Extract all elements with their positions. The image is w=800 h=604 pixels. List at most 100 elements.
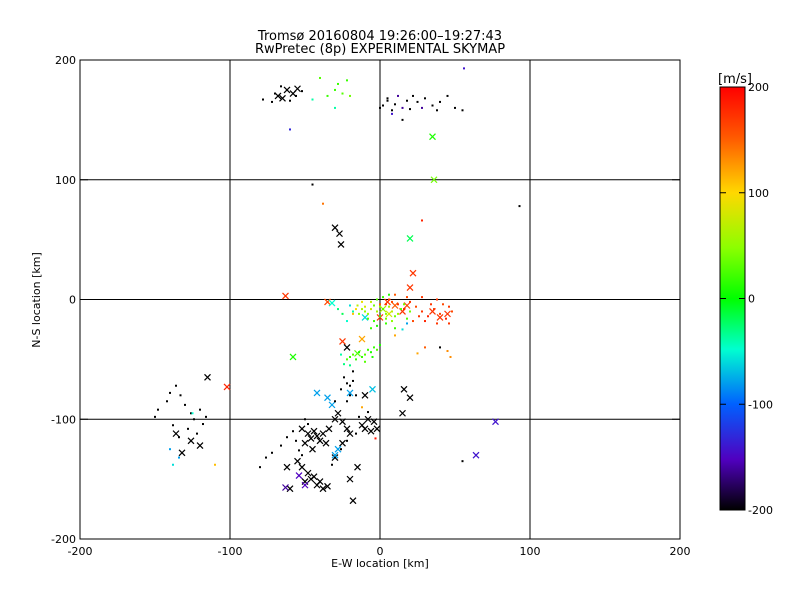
data-point-x	[328, 401, 336, 409]
data-point-dot	[274, 92, 276, 95]
data-point-dot	[349, 384, 351, 387]
data-point-dot	[349, 304, 351, 307]
data-point-x	[328, 299, 336, 307]
data-point-x	[399, 409, 406, 417]
data-point-dot	[518, 205, 521, 208]
data-point-x	[339, 418, 346, 426]
data-point-dot	[352, 370, 354, 373]
data-point-dot	[301, 454, 303, 457]
data-point-x	[298, 463, 306, 471]
data-point-x	[309, 445, 316, 453]
colorbar-tick-label: 200	[748, 81, 769, 94]
data-point-dot	[416, 352, 419, 355]
chart-subtitle: RwPretec (8p) EXPERIMENTAL SKYMAP	[255, 42, 505, 57]
data-point-dot	[271, 451, 273, 454]
data-point-dot	[421, 296, 423, 299]
data-point-dot	[394, 334, 396, 337]
colorbar-tick-label: -200	[748, 504, 773, 517]
data-point-dot	[355, 432, 357, 435]
colorbar-tick-label: 0	[748, 293, 755, 306]
data-point-x	[331, 451, 339, 459]
data-point-x	[331, 454, 339, 461]
data-point-dot	[385, 317, 387, 320]
x-axis-label: E-W location [km]	[331, 557, 429, 570]
data-point-x	[196, 442, 204, 450]
data-point-dot	[424, 97, 426, 100]
x-tick-label: 100	[520, 545, 541, 558]
data-point-dot	[370, 327, 372, 330]
data-point-dot	[385, 312, 387, 315]
data-point-dot	[352, 379, 354, 382]
data-point-x	[361, 391, 369, 399]
data-point-dot	[196, 432, 198, 435]
data-point-dot	[262, 98, 264, 101]
data-point-dot	[424, 320, 426, 323]
data-point-x	[316, 478, 324, 485]
data-point-dot	[343, 376, 345, 379]
data-point-x	[282, 484, 289, 491]
data-point-dot	[340, 448, 342, 451]
data-point-x	[331, 224, 339, 232]
data-point-dot	[295, 439, 297, 442]
data-point-dot	[265, 456, 267, 459]
data-point-dot	[412, 94, 414, 97]
data-point-dot	[415, 305, 417, 308]
data-point-x	[364, 415, 372, 423]
data-point-dot	[190, 412, 192, 415]
data-point-dot	[373, 304, 375, 307]
data-point-x	[430, 176, 438, 184]
y-tick-label: -100	[51, 413, 76, 426]
data-point-dot	[346, 320, 348, 323]
data-point-x	[406, 394, 414, 402]
data-point-dot	[349, 94, 351, 97]
data-point-dot	[401, 118, 404, 121]
data-point-dot	[334, 88, 336, 91]
colorbar-ticks: 200 100 0 -100 -200	[720, 81, 773, 517]
data-point-dot	[341, 92, 344, 95]
data-point-dot	[382, 308, 384, 311]
data-point-x	[331, 415, 339, 423]
data-point-dot	[311, 98, 314, 101]
data-point-dot	[214, 463, 216, 466]
data-point-dot	[436, 109, 438, 112]
data-point-x	[319, 430, 327, 438]
data-point-x	[319, 485, 327, 493]
data-point-x	[301, 481, 309, 489]
data-point-x	[295, 472, 303, 479]
data-point-dot	[374, 437, 377, 440]
x-tick-label: 0	[377, 545, 384, 558]
data-point-dot	[379, 344, 381, 347]
data-point-dot	[349, 364, 351, 367]
colorbar-tick-label: -100	[748, 398, 773, 411]
data-point-x	[283, 86, 291, 94]
data-point-dot	[349, 355, 351, 358]
data-point-x	[325, 425, 333, 433]
data-point-x	[339, 439, 346, 447]
data-point-x	[286, 485, 294, 493]
data-point-dot	[341, 312, 344, 315]
data-point-dot	[352, 310, 354, 313]
data-point-x	[204, 373, 211, 381]
data-point-dot	[304, 418, 306, 421]
data-point-dot	[370, 308, 372, 311]
data-point-x	[436, 314, 444, 321]
colorbar-unit-label: [m/s]	[718, 72, 752, 87]
data-point-x	[361, 425, 369, 433]
data-point-x	[301, 439, 309, 447]
data-point-dot	[361, 406, 363, 409]
data-point-dot	[301, 90, 303, 93]
data-point-dot	[280, 444, 282, 447]
data-point-dot	[406, 322, 408, 325]
data-point-dot	[373, 320, 375, 323]
data-point-dot	[337, 82, 339, 85]
data-point-dot	[409, 300, 411, 303]
data-point-dot	[298, 449, 300, 452]
data-point-dot	[418, 315, 420, 318]
data-point-dot	[358, 312, 360, 315]
data-point-dot	[421, 219, 423, 222]
data-point-x	[472, 451, 480, 459]
data-point-x	[409, 269, 417, 277]
data-point-dot	[379, 106, 381, 109]
